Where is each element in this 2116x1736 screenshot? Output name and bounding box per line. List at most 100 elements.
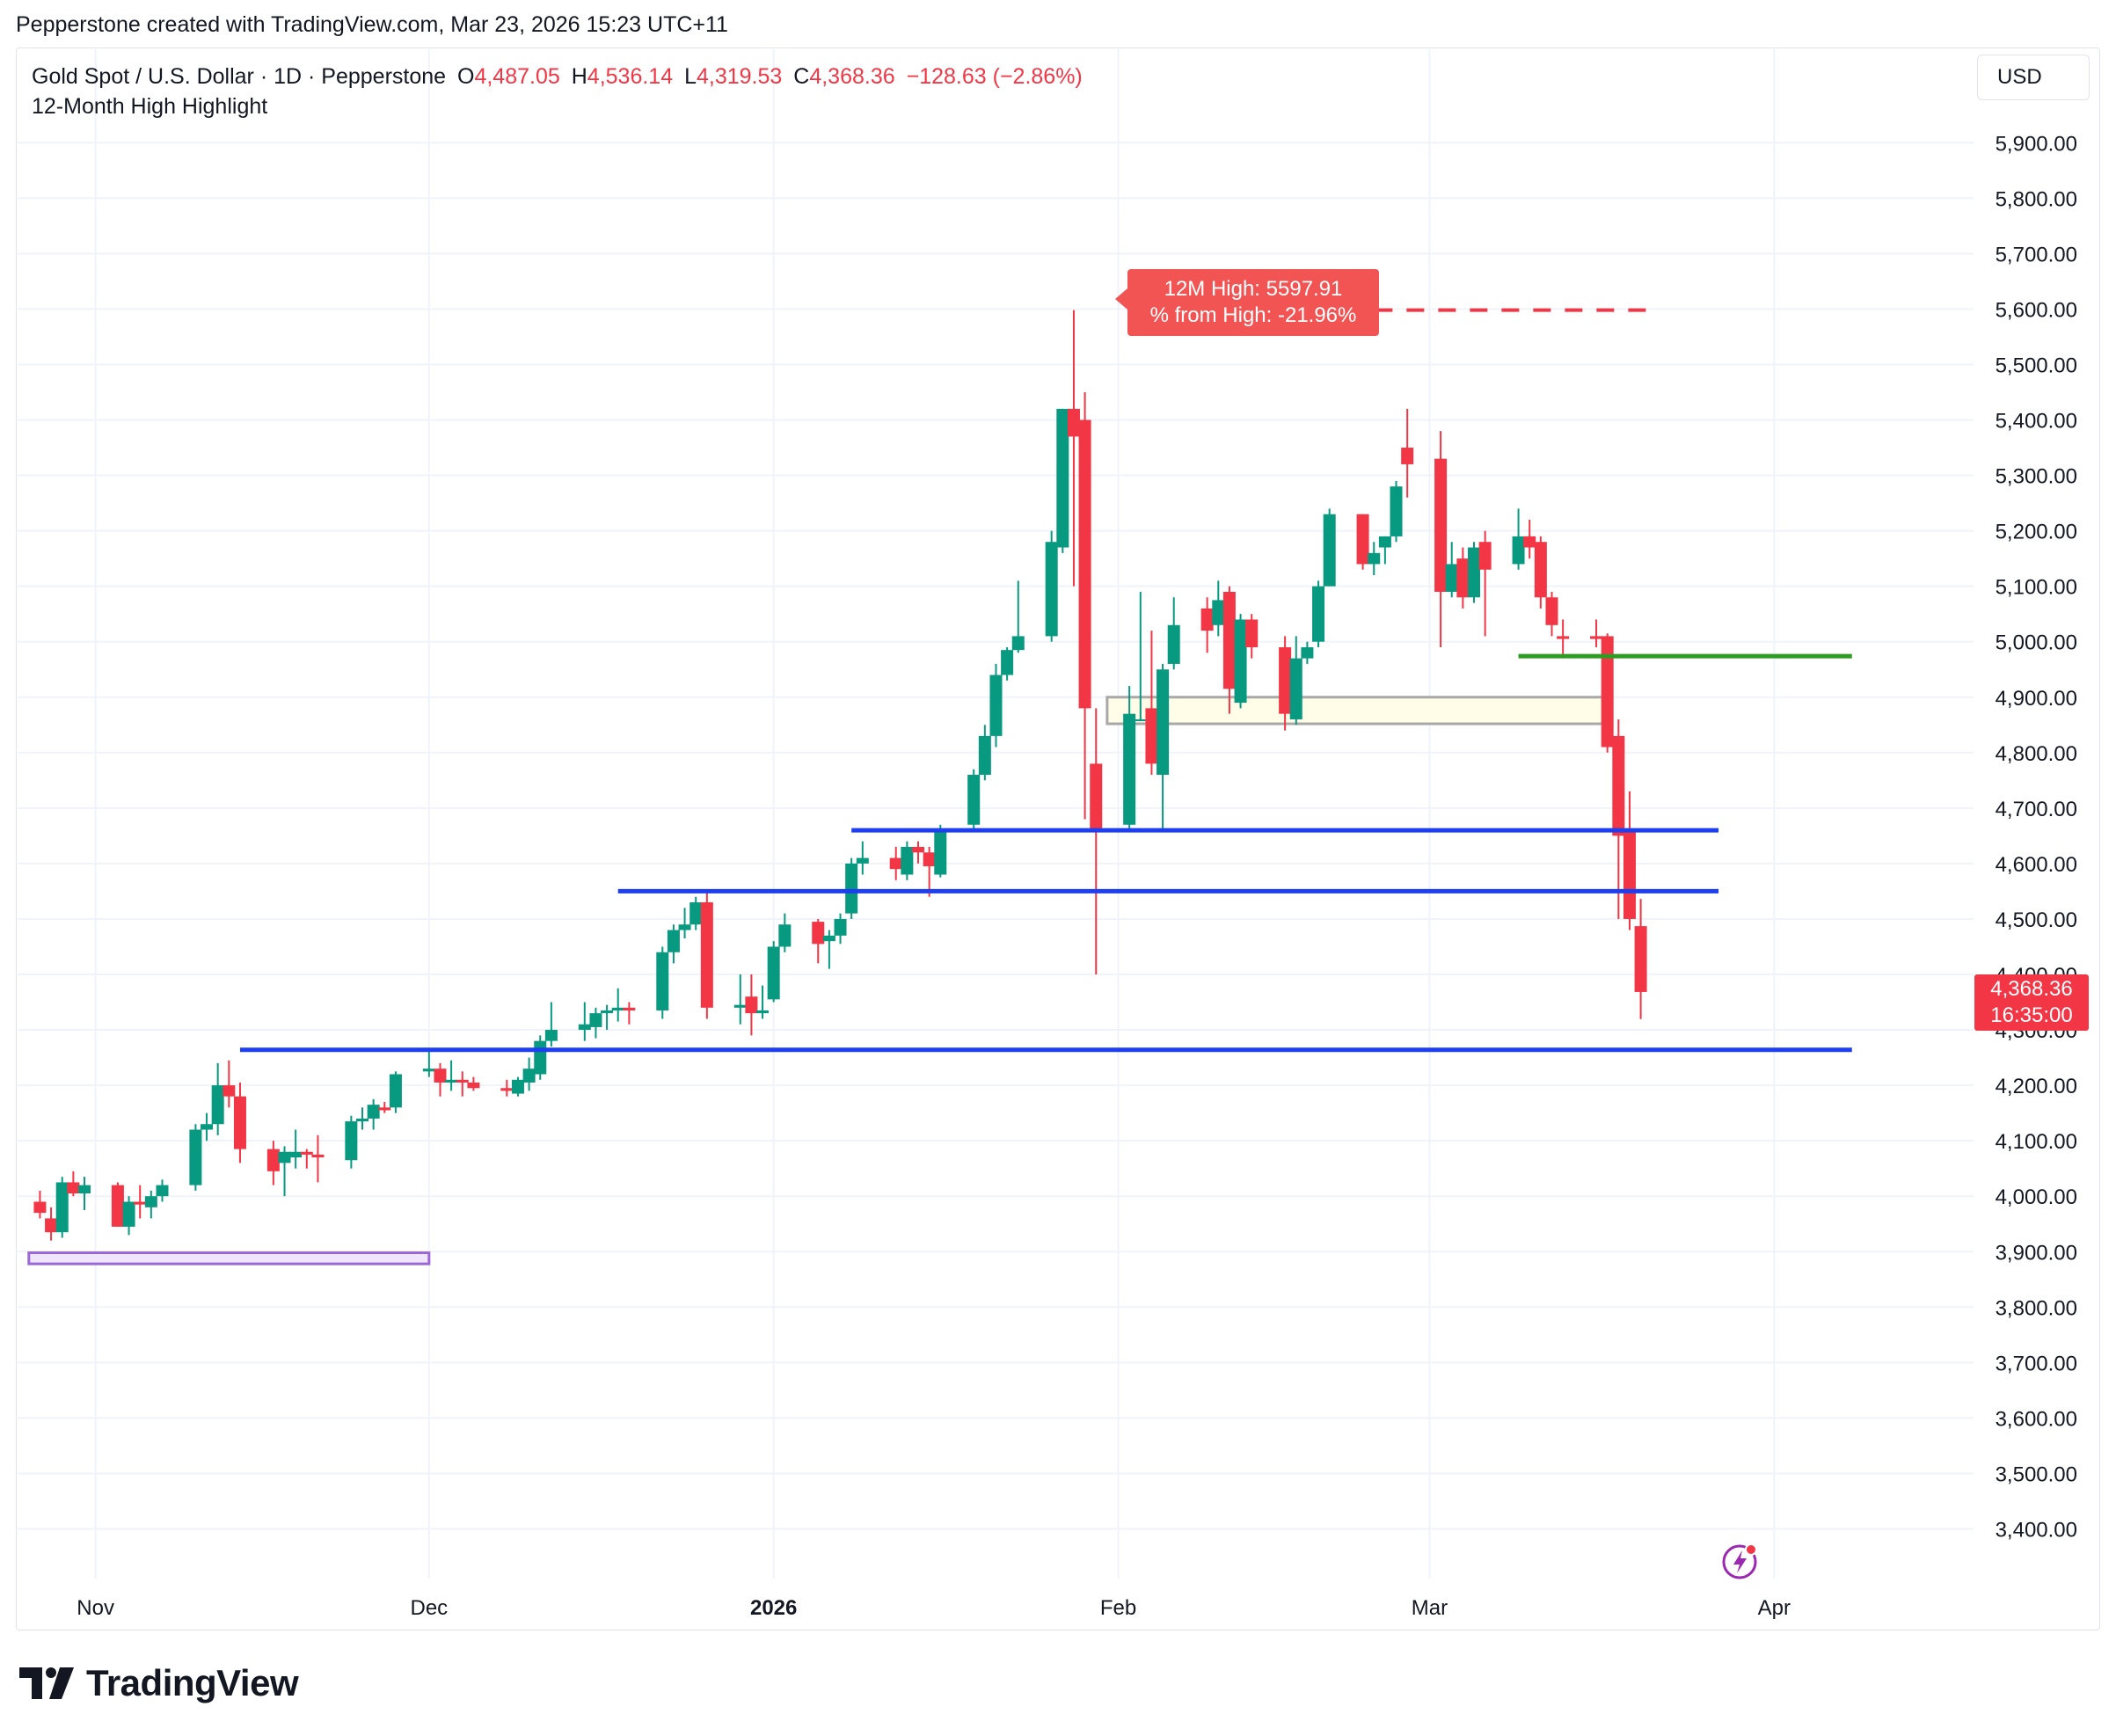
candle bbox=[611, 988, 624, 1022]
candle-body bbox=[656, 952, 669, 1010]
candle-body bbox=[434, 1069, 447, 1083]
candle-body bbox=[1289, 658, 1302, 719]
candle-body bbox=[856, 857, 869, 864]
candle-body bbox=[578, 1024, 591, 1031]
candle bbox=[601, 1004, 614, 1031]
candle-body bbox=[812, 922, 825, 945]
tradingview-logo[interactable]: TradingView bbox=[19, 1662, 299, 1704]
price-tick-label: 5,600.00 bbox=[1996, 298, 2077, 322]
candle-body bbox=[156, 1185, 169, 1197]
price-tick-label: 5,200.00 bbox=[1996, 521, 2077, 544]
legend-close-label: C bbox=[793, 64, 810, 89]
candle bbox=[300, 1149, 313, 1169]
candle bbox=[1478, 530, 1492, 637]
currency-button[interactable]: USD bbox=[1977, 55, 2090, 100]
candle-body bbox=[1468, 547, 1480, 598]
tradingview-logo-icon bbox=[19, 1667, 74, 1699]
candle-body bbox=[923, 852, 936, 867]
candle bbox=[700, 891, 713, 1019]
candle-body bbox=[1478, 542, 1492, 570]
candle bbox=[311, 1134, 325, 1183]
time-tick-label: Nov bbox=[77, 1596, 114, 1620]
candle bbox=[1456, 547, 1470, 609]
candle bbox=[1356, 514, 1369, 570]
candle bbox=[1222, 586, 1236, 714]
candle-body bbox=[378, 1107, 391, 1111]
candle-body bbox=[500, 1088, 514, 1091]
price-axis[interactable]: 3,400.00 3,500.00 3,600.00 3,700.00 3,800.00… bbox=[1996, 132, 2077, 1542]
candle-body bbox=[989, 675, 1003, 736]
candle bbox=[1045, 530, 1058, 642]
last-price-value: 4,368.36 bbox=[1990, 977, 2073, 1001]
candle bbox=[1200, 597, 1214, 653]
candle-body bbox=[300, 1151, 313, 1155]
candle-body bbox=[1056, 408, 1069, 548]
candle-body bbox=[1157, 669, 1170, 776]
candle-body bbox=[1512, 536, 1525, 565]
candle bbox=[856, 841, 869, 875]
price-tick-label: 3,700.00 bbox=[1996, 1352, 2077, 1375]
candle bbox=[678, 908, 691, 939]
candle bbox=[389, 1071, 402, 1113]
candle-body bbox=[756, 1010, 770, 1014]
candle bbox=[1245, 614, 1259, 659]
price-tick-label: 5,400.00 bbox=[1996, 410, 2077, 434]
price-tick-label: 5,100.00 bbox=[1996, 576, 2077, 600]
candle-body bbox=[589, 1013, 602, 1027]
candle-body bbox=[912, 846, 924, 853]
price-tick-label: 4,200.00 bbox=[1996, 1075, 2077, 1098]
candle-body bbox=[901, 846, 914, 875]
candle-body bbox=[889, 857, 902, 870]
candle-body bbox=[1623, 830, 1636, 919]
candle bbox=[422, 1049, 435, 1077]
candle bbox=[445, 1060, 458, 1091]
legend-indicator-name[interactable]: 12-Month High Highlight bbox=[32, 94, 268, 119]
candle bbox=[1056, 408, 1069, 553]
candle-body bbox=[745, 996, 758, 1014]
time-axis[interactable]: Nov Dec 2026 Feb Mar Apr bbox=[77, 1596, 1791, 1620]
candle bbox=[278, 1146, 291, 1197]
price-tick-label: 4,900.00 bbox=[1996, 687, 2077, 711]
candle-body bbox=[1145, 708, 1158, 764]
candle bbox=[901, 841, 914, 880]
candle-body bbox=[111, 1185, 124, 1227]
high-label-line2: % from High: -21.96% bbox=[1149, 303, 1357, 327]
candle bbox=[1134, 591, 1147, 721]
legend-symbol[interactable]: Gold Spot / U.S. Dollar · 1D · Peppersto… bbox=[32, 64, 447, 89]
chart-attribution: Pepperstone created with TradingView.com… bbox=[16, 12, 728, 37]
candle-body bbox=[345, 1121, 358, 1161]
candle-body bbox=[45, 1218, 58, 1233]
candle bbox=[1167, 597, 1180, 670]
candle-body bbox=[690, 902, 703, 925]
candle-body bbox=[1434, 458, 1448, 592]
candle bbox=[1212, 580, 1225, 637]
candle-body bbox=[822, 935, 835, 942]
time-tick-label: 2026 bbox=[750, 1596, 797, 1620]
candle-body bbox=[845, 863, 858, 914]
candle bbox=[767, 941, 780, 1003]
candle bbox=[201, 1112, 214, 1142]
candle-body bbox=[1279, 647, 1292, 714]
price-tick-label: 3,600.00 bbox=[1996, 1407, 2077, 1431]
candle-body bbox=[311, 1154, 325, 1158]
candle bbox=[223, 1060, 236, 1108]
candle bbox=[578, 1002, 591, 1041]
candle bbox=[934, 824, 947, 878]
candle bbox=[1312, 580, 1325, 648]
candle bbox=[233, 1082, 246, 1163]
lightning-icon[interactable] bbox=[1720, 1541, 1761, 1581]
candle-body bbox=[223, 1085, 236, 1097]
candle-body bbox=[1045, 542, 1058, 637]
candle bbox=[1011, 580, 1025, 653]
candle-body bbox=[767, 946, 780, 1000]
candle bbox=[1001, 647, 1014, 681]
price-tick-label: 4,600.00 bbox=[1996, 853, 2077, 877]
candle-body bbox=[1134, 718, 1147, 721]
candle bbox=[111, 1182, 124, 1227]
candle bbox=[156, 1179, 169, 1202]
legend-ohlc-row: Gold Spot / U.S. Dollar · 1D · Peppersto… bbox=[32, 62, 1083, 91]
legend-close-value: 4,368.36 bbox=[809, 64, 895, 89]
candle-body bbox=[1557, 636, 1570, 639]
candle-body bbox=[1545, 597, 1558, 625]
